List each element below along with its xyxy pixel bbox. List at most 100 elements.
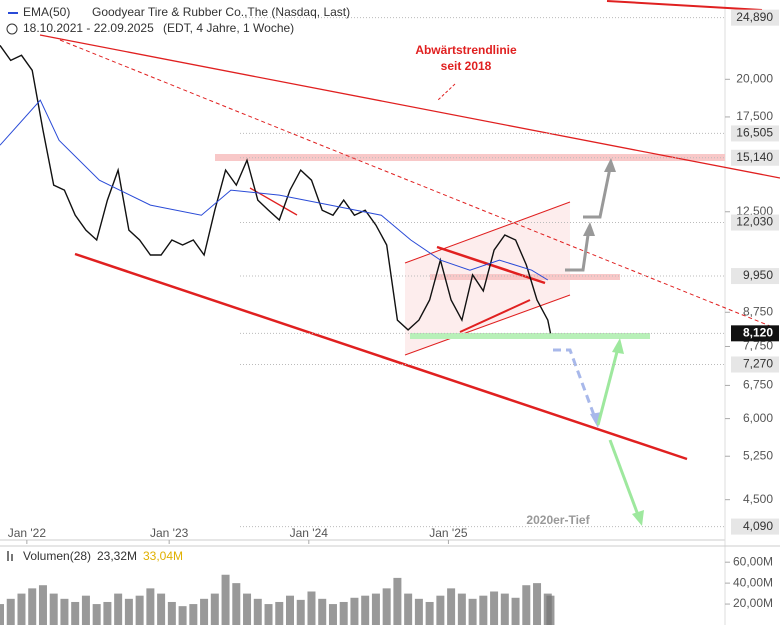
x-tick-label: Jan '23	[150, 526, 189, 540]
volume-bar	[307, 591, 316, 625]
arrow	[565, 227, 591, 272]
volume-bar	[28, 588, 37, 625]
volume-bar	[447, 588, 456, 625]
arrow-head	[604, 158, 616, 172]
trendline	[606, 0, 763, 11]
arrow	[583, 167, 612, 219]
level-label: 12,030	[736, 215, 773, 229]
y-tick-label: 6,000	[743, 411, 773, 425]
arrow-head	[632, 510, 644, 526]
arrow	[608, 439, 640, 516]
volume-bar	[243, 593, 252, 625]
volume-bar	[361, 595, 370, 625]
trendline	[459, 299, 531, 333]
y-tick-label: 6,750	[743, 378, 773, 392]
y-tick-label: 5,250	[743, 448, 773, 462]
volume-bar	[124, 598, 133, 625]
volume-bar	[296, 599, 305, 625]
volume-bar	[286, 595, 294, 625]
volume-bar	[371, 593, 380, 625]
legend-value: 23,32M	[97, 549, 137, 563]
volume-bar	[436, 595, 445, 625]
volume-bar	[264, 604, 273, 625]
level-label: 16,505	[736, 126, 773, 140]
clock-icon	[6, 23, 18, 35]
channel-line	[404, 201, 571, 264]
level-label: 24,890	[736, 10, 773, 24]
level-box	[731, 214, 779, 231]
volume-bar	[490, 591, 499, 625]
volume-bar	[71, 601, 80, 625]
level-label: 8,120	[743, 326, 773, 340]
level-label: 7,270	[743, 357, 773, 371]
volume-bar	[318, 598, 327, 625]
legend-swatch	[8, 12, 18, 14]
volume-bar	[114, 593, 123, 625]
volume-bar	[350, 597, 359, 625]
volume-bar	[60, 598, 69, 625]
volume-bar	[414, 598, 423, 625]
volume-bar	[6, 598, 15, 625]
legend-label: Goodyear Tire & Rubber Co.,The (Nasdaq, …	[92, 5, 350, 19]
level-label: 4,090	[743, 519, 773, 533]
annotation: Abwärtstrendlinie	[415, 43, 517, 57]
legend-value: 33,04M	[143, 549, 183, 563]
legend-label: EMA(50)	[23, 5, 70, 19]
arrow	[553, 348, 597, 419]
volume-bar	[103, 601, 112, 625]
volume-bar	[210, 593, 219, 625]
level-box	[731, 356, 779, 373]
annotation: seit 2018	[441, 59, 492, 73]
y-tick-label: 7,750	[743, 339, 773, 353]
volume-bar	[382, 588, 391, 625]
volume-bar	[178, 606, 187, 625]
volume-bar	[232, 583, 241, 625]
legend-swatch	[11, 554, 13, 561]
trendline	[74, 252, 688, 461]
support-zone	[410, 333, 650, 339]
volume-bar	[221, 574, 230, 625]
level-box	[731, 518, 779, 535]
level-box	[731, 325, 779, 342]
level-label: 15,140	[736, 150, 773, 164]
trendline	[436, 245, 546, 285]
level-box	[731, 149, 779, 166]
volume-bar	[457, 593, 466, 625]
y-tick-label: 60,00M	[733, 554, 773, 568]
trendline	[59, 39, 780, 331]
arrow	[596, 347, 620, 426]
volume-bar	[167, 601, 176, 625]
y-tick-label: 4,500	[743, 492, 773, 506]
y-tick-label: 40,00M	[733, 575, 773, 589]
volume-bar	[157, 593, 166, 625]
volume-bar	[425, 601, 434, 625]
y-tick-label: 8,750	[743, 304, 773, 318]
volume-bar	[546, 595, 555, 625]
volume-bar	[275, 601, 284, 625]
volume-bar	[146, 588, 155, 625]
volume-bar	[200, 598, 209, 625]
price-line	[0, 44, 552, 334]
volume-bar	[0, 604, 4, 625]
y-tick-label: 12,500	[736, 204, 773, 218]
legend-swatch	[7, 551, 9, 561]
x-tick-label: Jan '24	[290, 526, 329, 540]
volume-bar	[511, 597, 520, 625]
volume-bar	[500, 593, 509, 625]
volume-bar	[339, 601, 348, 625]
level-label: 9,950	[743, 268, 773, 282]
y-tick-label: 20,000	[736, 71, 773, 85]
volume-bar	[81, 595, 90, 625]
volume-bar	[17, 593, 26, 625]
volume-bar	[38, 585, 47, 625]
arrow-head	[612, 338, 624, 354]
arrow-head	[583, 222, 595, 236]
volume-bar	[522, 585, 531, 625]
x-tick-label: Jan '25	[429, 526, 468, 540]
level-box	[731, 9, 779, 26]
volume-bar	[393, 577, 402, 625]
level-box	[731, 125, 779, 142]
y-tick-label: 17,500	[736, 109, 773, 123]
